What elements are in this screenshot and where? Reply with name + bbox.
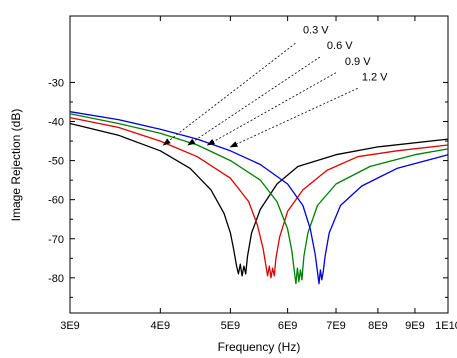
x-tick-label: 9E9 [405, 320, 425, 332]
annotation-label: 0.6 V [327, 40, 353, 52]
x-tick-label: 1E10 [435, 320, 457, 332]
series-group [69, 111, 449, 285]
y-axis-title: Image Rejection (dB) [9, 109, 23, 222]
y-axis-ticks: -30 -40 -50 -60 -70 -80 [48, 77, 448, 298]
x-tick-label: 4E9 [151, 320, 171, 332]
annotation-group: 0.3 V 0.6 V 0.9 V 1.2 V [162, 25, 388, 148]
annotation-label: 0.9 V [345, 56, 371, 68]
annotation-arrow [162, 43, 296, 146]
y-tick-label: -50 [48, 156, 64, 168]
y-tick-label: -70 [48, 234, 64, 246]
y-tick-label: -30 [48, 77, 64, 89]
y-tick-label: -60 [48, 195, 64, 207]
x-tick-label: 7E9 [326, 320, 346, 332]
annotation-arrow [187, 56, 321, 146]
y-tick-label: -40 [48, 117, 64, 129]
series-line-3 [69, 111, 449, 285]
annotation-label: 1.2 V [362, 71, 388, 83]
series-line-0 [69, 122, 449, 277]
series-line-1 [69, 116, 449, 279]
plot-frame [69, 15, 449, 314]
y-tick-label: -80 [48, 273, 64, 285]
x-axis-ticks: 3E9 4E9 5E9 6E9 7E9 8E9 9E9 1E10 [60, 16, 457, 332]
annotation-label: 0.3 V [303, 25, 329, 37]
x-axis-title: Frequency (Hz) [218, 340, 301, 354]
x-tick-label: 8E9 [368, 320, 388, 332]
x-tick-label: 5E9 [221, 320, 241, 332]
annotation-arrow [229, 87, 358, 148]
annotation-arrow [206, 72, 337, 146]
series-line-2 [69, 113, 449, 285]
x-tick-label: 3E9 [60, 320, 80, 332]
x-tick-label: 6E9 [278, 320, 298, 332]
